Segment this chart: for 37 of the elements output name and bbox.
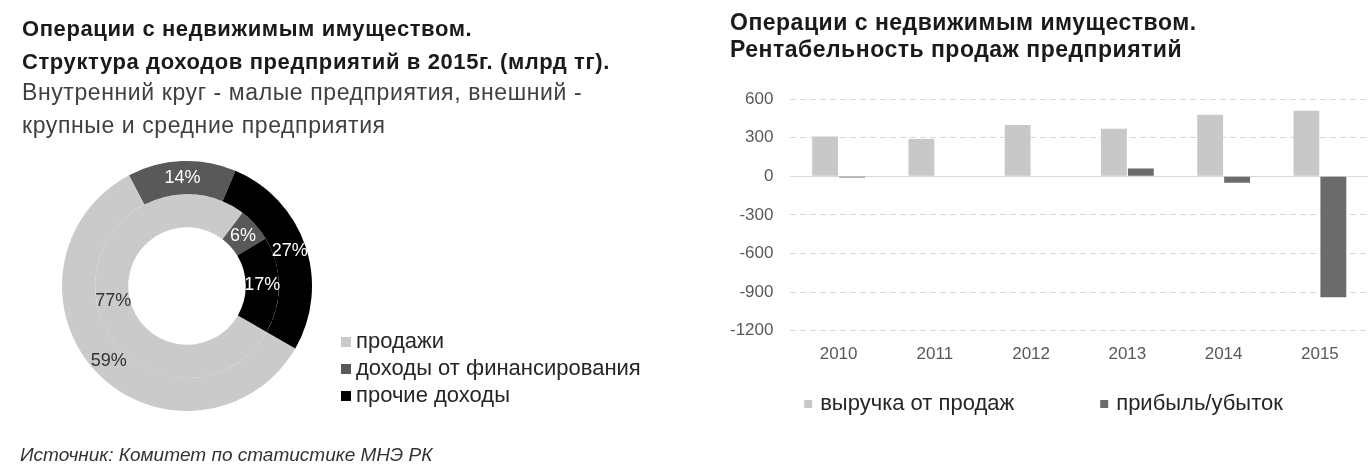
legend-label: прибыль/убыток: [1116, 390, 1284, 416]
x-tick-label: 2014: [1204, 344, 1243, 364]
legend-label: доходы от финансирования: [356, 355, 641, 381]
y-tick-label: 0: [764, 166, 774, 186]
bar: [1127, 168, 1154, 176]
data-label: 6%: [229, 224, 256, 245]
bar: [1293, 110, 1320, 176]
bar: [1224, 176, 1251, 183]
x-tick-label: 2013: [1108, 344, 1147, 364]
bar: [812, 136, 839, 176]
chart-title: Операции с недвижимым имуществом. Рентабельность продаж предприятий: [730, 9, 1197, 63]
y-tick-label: -900: [739, 281, 774, 301]
y-tick-label: 300: [745, 127, 774, 147]
bar: [1100, 128, 1127, 176]
x-tick-label: 2015: [1300, 344, 1339, 364]
bar: [1197, 114, 1224, 176]
legend-label: выручка от продаж: [820, 390, 1015, 416]
x-tick-label: 2011: [916, 344, 954, 364]
bar: [908, 139, 935, 176]
bar: [1004, 124, 1031, 176]
legend-label: продажи: [356, 328, 444, 354]
y-tick-label: -300: [739, 204, 774, 224]
legend-label: прочие доходы: [356, 382, 510, 408]
x-tick-label: 2010: [819, 344, 858, 364]
bar: [1320, 176, 1347, 298]
y-tick-label: 600: [745, 88, 774, 108]
data-label: 17%: [244, 274, 281, 295]
y-tick-label: -600: [739, 243, 774, 263]
data-label: 27%: [271, 240, 308, 261]
text: Источник: Комитет по статистике МНЭ РК: [20, 444, 433, 466]
x-tick-label: 2012: [1012, 344, 1051, 364]
data-label: 14%: [164, 166, 201, 187]
y-tick-label: -1200: [730, 320, 774, 340]
chart-title: Операции с недвижимым имуществом. Структура доходов предприятий в 2015г. (млрд тг).: [22, 15, 610, 76]
chart-subtitle: Внутренний круг - малые предприятия, внешний - крупные и средние предприятия: [22, 78, 584, 140]
data-label: 59%: [90, 350, 127, 371]
data-label: 77%: [95, 289, 132, 310]
